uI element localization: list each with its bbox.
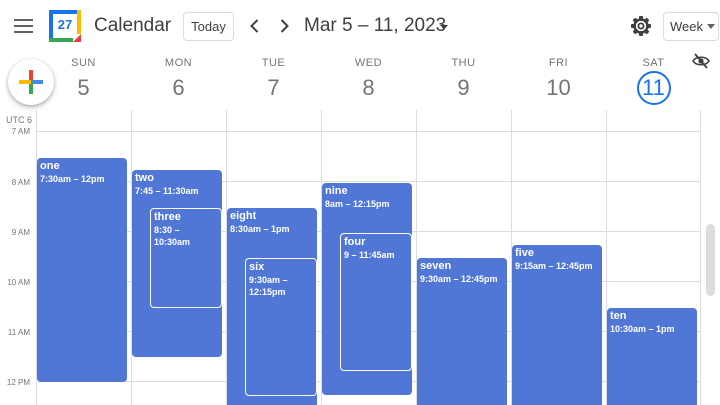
day-name: SUN bbox=[71, 57, 96, 69]
caret-down-icon bbox=[707, 24, 715, 29]
event-card[interactable]: six 9:30am – 12:15pm bbox=[245, 258, 317, 396]
day-number[interactable]: 6 bbox=[172, 75, 185, 100]
event-time: 7:30am – 12pm bbox=[40, 174, 105, 184]
hour-label: 8 AM bbox=[11, 178, 30, 187]
top-bar: 27 Calendar Today Mar 5 – 11, 2023 bbox=[0, 0, 720, 52]
event-card[interactable]: five 9:15am – 12:45pm bbox=[512, 245, 602, 405]
day-name: WED bbox=[354, 57, 383, 69]
event-card[interactable]: one 7:30am – 12pm bbox=[37, 158, 127, 382]
week-grid[interactable]: 7 AM 8 AM 9 AM 10 AM 11 AM 12 PM one 7:3… bbox=[0, 110, 720, 405]
day-header-tue[interactable]: TUE 7 bbox=[226, 52, 321, 110]
event-time: 9:30am – 12:15pm bbox=[249, 275, 288, 297]
caret-down-icon bbox=[440, 25, 448, 30]
event-title: eight bbox=[230, 210, 257, 222]
event-time: 9:15am – 12:45pm bbox=[515, 261, 593, 271]
day-header-fri[interactable]: FRI 10 bbox=[511, 52, 606, 110]
day-header-sat[interactable]: SAT 11 bbox=[606, 52, 701, 110]
event-card[interactable]: three 8:30 – 10:30am bbox=[150, 208, 222, 308]
date-range-title[interactable]: Mar 5 – 11, 2023 bbox=[304, 15, 447, 36]
day-name: MON bbox=[164, 57, 193, 69]
event-title: one bbox=[40, 160, 60, 172]
event-time: 10:30am – 1pm bbox=[610, 324, 675, 334]
event-time: 9:30am – 12:45pm bbox=[420, 274, 498, 284]
main-menu-button[interactable] bbox=[10, 12, 38, 40]
hour-label: 10 AM bbox=[7, 278, 30, 287]
timezone-label: UTC 6 bbox=[6, 115, 33, 125]
event-title: nine bbox=[325, 185, 348, 197]
day-header-mon[interactable]: MON 6 bbox=[131, 52, 226, 110]
event-time: 9 – 11:45am bbox=[344, 250, 395, 260]
day-number[interactable]: 9 bbox=[457, 75, 470, 100]
event-title: two bbox=[135, 172, 154, 184]
create-event-button[interactable] bbox=[8, 59, 54, 105]
day-header-thu[interactable]: THU 9 bbox=[416, 52, 511, 110]
event-title: five bbox=[515, 247, 534, 259]
today-day-number[interactable]: 11 bbox=[636, 71, 671, 105]
logo-day-number: 27 bbox=[57, 17, 73, 32]
day-header-wed[interactable]: WED 8 bbox=[321, 52, 416, 110]
hour-label: 9 AM bbox=[11, 228, 30, 237]
chevron-right-icon bbox=[280, 19, 289, 33]
menu-icon bbox=[14, 19, 33, 21]
chevron-left-icon bbox=[250, 19, 259, 33]
event-title: four bbox=[344, 236, 366, 248]
event-time: 8:30am – 1pm bbox=[230, 224, 290, 234]
next-week-button[interactable] bbox=[272, 14, 296, 38]
day-header-sun[interactable]: SUN 5 bbox=[36, 52, 131, 110]
hour-label: 12 PM bbox=[6, 378, 30, 387]
previous-week-button[interactable] bbox=[243, 14, 267, 38]
event-card[interactable]: four 9 – 11:45am bbox=[340, 233, 412, 371]
calendar-logo: 27 bbox=[48, 9, 82, 43]
event-title: ten bbox=[610, 310, 627, 322]
gear-icon bbox=[631, 16, 651, 36]
today-button[interactable]: Today bbox=[183, 12, 234, 41]
event-card[interactable]: seven 9:30am – 12:45pm bbox=[417, 258, 507, 405]
eye-off-icon bbox=[692, 53, 710, 69]
day-number[interactable]: 5 bbox=[77, 75, 90, 100]
event-time: 8am – 12:15pm bbox=[325, 199, 390, 209]
settings-button[interactable] bbox=[629, 14, 653, 38]
view-label: Week bbox=[670, 19, 703, 34]
day-number[interactable]: 7 bbox=[267, 75, 280, 100]
grid-scrollbar[interactable] bbox=[706, 224, 715, 296]
view-switcher[interactable]: Week bbox=[663, 12, 719, 41]
hour-label: 7 AM bbox=[11, 127, 30, 136]
day-number[interactable]: 10 bbox=[546, 75, 571, 100]
hour-label: 11 AM bbox=[7, 328, 30, 337]
event-time: 7:45 – 11:30am bbox=[135, 186, 199, 196]
day-name: FRI bbox=[548, 57, 569, 69]
app-title: Calendar bbox=[94, 15, 172, 36]
day-number[interactable]: 8 bbox=[362, 75, 375, 100]
event-title: three bbox=[154, 211, 181, 223]
event-time: 8:30 – 10:30am bbox=[154, 225, 191, 247]
day-name: THU bbox=[451, 57, 476, 69]
day-name: SAT bbox=[642, 57, 665, 69]
event-title: six bbox=[249, 261, 265, 273]
event-title: seven bbox=[420, 260, 452, 272]
plus-icon bbox=[19, 70, 43, 94]
hide-side-panel-button[interactable] bbox=[692, 53, 710, 69]
date-picker-dropdown[interactable] bbox=[438, 20, 450, 32]
event-card[interactable]: ten 10:30am – 1pm bbox=[607, 308, 697, 405]
day-name: TUE bbox=[261, 57, 286, 69]
